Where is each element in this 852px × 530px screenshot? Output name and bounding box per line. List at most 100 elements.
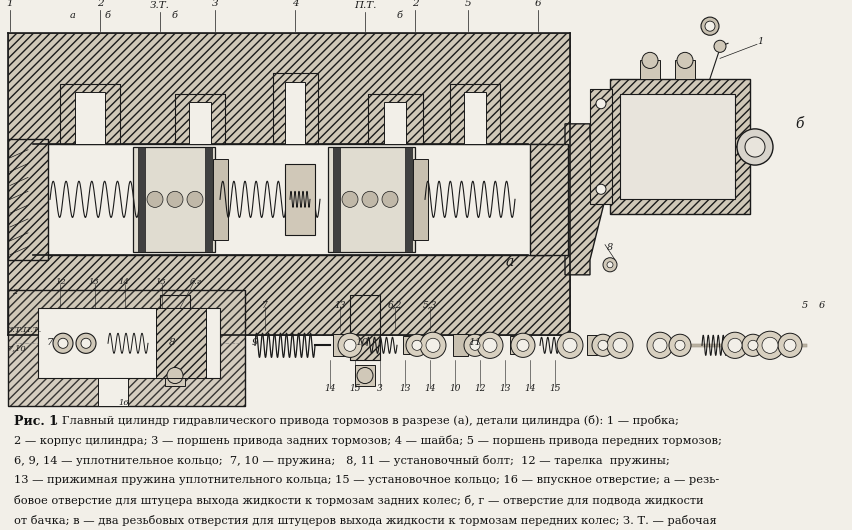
- Text: 1: 1: [7, 0, 14, 8]
- Bar: [160, 295, 190, 360]
- Bar: [189, 102, 210, 144]
- Bar: [175, 94, 225, 144]
- Circle shape: [187, 191, 203, 207]
- Text: 16: 16: [118, 399, 129, 407]
- Bar: [33, 144, 550, 255]
- Circle shape: [591, 334, 613, 356]
- Circle shape: [783, 339, 795, 351]
- Bar: [509, 336, 517, 355]
- Circle shape: [596, 184, 605, 195]
- Bar: [60, 84, 120, 144]
- Circle shape: [727, 338, 741, 352]
- Circle shape: [406, 334, 428, 356]
- Text: 13: 13: [399, 384, 411, 393]
- Text: Рис. 1: Рис. 1: [14, 415, 57, 428]
- Circle shape: [602, 258, 616, 272]
- Text: 15: 15: [155, 278, 165, 286]
- Text: 8: 8: [606, 243, 613, 252]
- Circle shape: [755, 331, 783, 359]
- Text: 10: 10: [449, 384, 460, 393]
- Bar: [8, 139, 48, 260]
- Text: 15: 15: [348, 384, 360, 393]
- Circle shape: [721, 332, 747, 358]
- Circle shape: [607, 262, 613, 268]
- Text: 6, 9, 14 — уплотнительное кольцо;  7, 10 — пружина;   8, 11 — установочный болт;: 6, 9, 14 — уплотнительное кольцо; 7, 10 …: [14, 455, 669, 466]
- Text: . Главный цилиндр гидравлического привода тормозов в разрезе (а), детали цилиндр: . Главный цилиндр гидравлического привод…: [50, 415, 677, 426]
- Bar: [590, 89, 611, 205]
- Bar: [639, 60, 659, 78]
- Text: а: а: [70, 11, 76, 20]
- Text: 13: 13: [334, 301, 345, 310]
- Text: 13 — прижимная пружина уплотнительного кольца; 15 — установочное кольцо; 16 — вп: 13 — прижимная пружина уплотнительного к…: [14, 475, 718, 485]
- Bar: [8, 255, 569, 335]
- Bar: [133, 147, 215, 252]
- Circle shape: [668, 334, 690, 356]
- Circle shape: [343, 339, 355, 351]
- Circle shape: [653, 338, 666, 352]
- Bar: [8, 33, 569, 144]
- Circle shape: [562, 338, 576, 352]
- Bar: [367, 94, 423, 144]
- Bar: [156, 308, 206, 377]
- Circle shape: [607, 332, 632, 358]
- Bar: [463, 92, 486, 144]
- Circle shape: [613, 338, 626, 352]
- Text: б: б: [795, 117, 803, 131]
- Circle shape: [167, 191, 183, 207]
- Bar: [354, 366, 375, 386]
- Circle shape: [516, 339, 528, 351]
- Text: 2: 2: [12, 288, 17, 296]
- Circle shape: [642, 52, 657, 68]
- Circle shape: [76, 333, 96, 354]
- Bar: [619, 94, 734, 199]
- Circle shape: [469, 340, 480, 350]
- Text: 2: 2: [412, 0, 417, 8]
- Bar: [590, 89, 611, 205]
- Text: 2 — корпус цилиндра; 3 — поршень привода задних тормозов; 4 — шайба; 5 — поршень: 2 — корпус цилиндра; 3 — поршень привода…: [14, 435, 721, 446]
- Circle shape: [476, 332, 503, 358]
- Circle shape: [736, 129, 772, 165]
- Text: 6,2: 6,2: [388, 301, 401, 310]
- Bar: [332, 334, 344, 356]
- Text: З.Т.П.Т.: З.Т.П.Т.: [8, 326, 43, 334]
- Bar: [273, 74, 318, 144]
- Text: бовое отверстие для штуцера выхода жидкости к тормозам задних колес; б, г — отве: бовое отверстие для штуцера выхода жидко…: [14, 495, 702, 506]
- Circle shape: [482, 338, 497, 352]
- Bar: [609, 78, 749, 215]
- Circle shape: [167, 367, 183, 384]
- Bar: [349, 295, 379, 360]
- Bar: [674, 60, 694, 78]
- Circle shape: [713, 40, 725, 52]
- Circle shape: [81, 338, 91, 348]
- Bar: [160, 295, 190, 360]
- Text: б.г: б.г: [190, 278, 202, 286]
- Circle shape: [510, 333, 534, 357]
- Bar: [349, 295, 379, 360]
- Text: 12: 12: [474, 384, 485, 393]
- Text: 11: 11: [468, 338, 481, 347]
- Bar: [138, 147, 145, 252]
- Bar: [8, 290, 245, 406]
- Text: 4: 4: [291, 0, 298, 8]
- Circle shape: [419, 332, 446, 358]
- Text: З.Т.: З.Т.: [150, 1, 170, 10]
- Circle shape: [741, 334, 763, 356]
- Bar: [156, 308, 206, 377]
- Text: 7: 7: [47, 338, 53, 347]
- Polygon shape: [564, 124, 604, 275]
- Text: б: б: [396, 11, 402, 20]
- Text: 5,3: 5,3: [423, 301, 437, 310]
- Circle shape: [597, 340, 607, 350]
- Circle shape: [342, 191, 358, 207]
- Circle shape: [382, 191, 398, 207]
- Bar: [383, 102, 406, 144]
- Bar: [412, 159, 428, 240]
- Text: а: а: [505, 255, 514, 269]
- Circle shape: [357, 367, 372, 384]
- Circle shape: [596, 99, 605, 109]
- Bar: [529, 144, 567, 255]
- Bar: [402, 336, 411, 355]
- Bar: [164, 366, 185, 386]
- Bar: [405, 147, 412, 252]
- Text: 7: 7: [262, 301, 268, 310]
